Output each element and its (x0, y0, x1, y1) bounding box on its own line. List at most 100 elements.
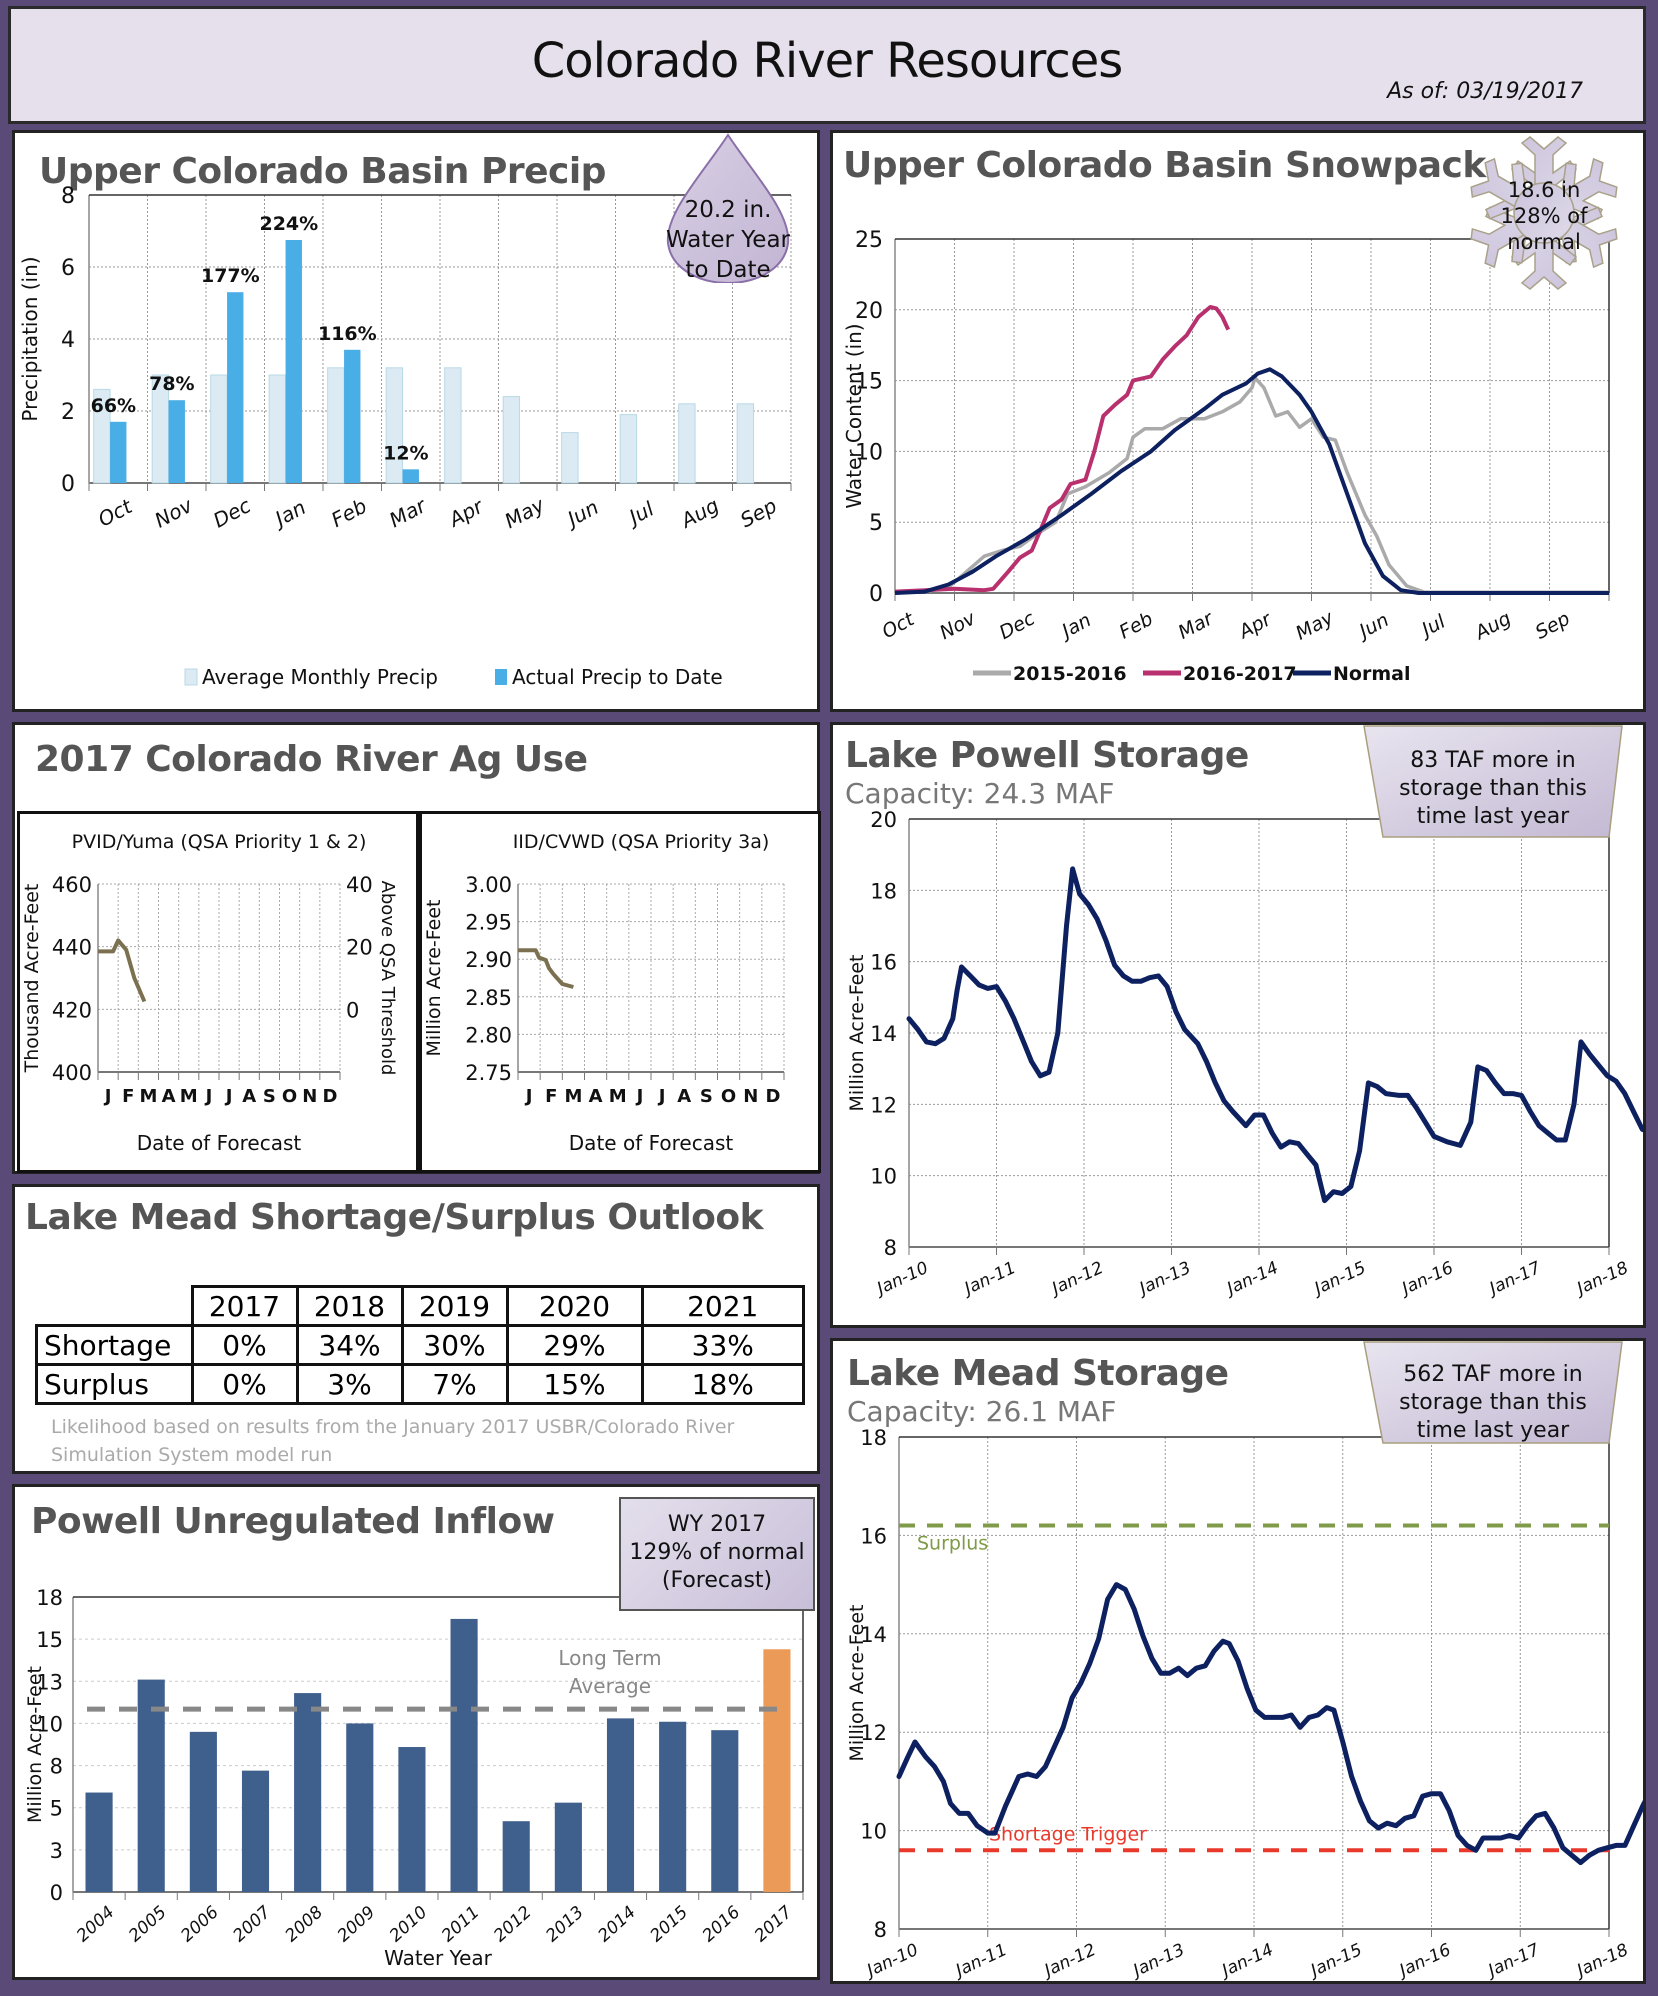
y-tick-label: 15 (855, 370, 883, 395)
data-label: 78% (149, 373, 194, 395)
y-tick-label: 8 (874, 1918, 887, 1942)
x-tick-label: M (180, 1086, 198, 1107)
ag-use-panel: 2017 Colorado River Ag Use PVID/Yuma (QS… (12, 722, 821, 1174)
y-tick-label: 3 (50, 1839, 63, 1863)
x-tick-label: M (609, 1086, 627, 1107)
powell-title: Lake Powell Storage (845, 735, 1249, 776)
bar-2015 (659, 1721, 687, 1892)
table-row: Surplus 0% 3% 7% 15% 18% (35, 1363, 805, 1405)
x-tick-label: Jan-10 (861, 1940, 921, 1981)
data-label: 116% (318, 323, 377, 345)
x-tick-label: Jan-13 (1128, 1940, 1188, 1981)
mead-chart: 8 10 12 14 16 18 Jan-10 Jan-11 Jan-12 Jan-13 Jan-1… (846, 1426, 1643, 1981)
bar-actual (227, 292, 244, 483)
x-tick-label: Feb (1116, 608, 1157, 644)
table-cell: 18% (640, 1363, 805, 1405)
series-line-2015-2016 (894, 376, 1609, 595)
x-tick-label: N (302, 1086, 317, 1107)
y-tick-label: 2.95 (465, 911, 512, 935)
bar-actual (110, 421, 127, 483)
x-tick-label: Mar (1175, 607, 1218, 644)
y-axis-title: Million Acre-Feet (423, 900, 445, 1057)
y-tick-label: 5 (869, 511, 883, 536)
table-cell: 0% (190, 1324, 299, 1366)
storage-line (896, 1582, 1643, 1866)
callout-line: storage than this (1399, 1390, 1587, 1415)
callout-line: 128% of (1500, 204, 1588, 228)
inflow-callout: WY 2017 129% of normal (Forecast) (619, 1497, 815, 1611)
iid-chart: IID/CVWD (QSA Priority 3a) 2.75 2.80 2.85 2.… (423, 831, 785, 1155)
x-tick-label: Jan-14 (1216, 1940, 1276, 1981)
y-axis-title: Million Acre-Feet (24, 1666, 46, 1823)
x-tick-label: S (263, 1086, 276, 1107)
callout-line: WY 2017 (667, 1512, 767, 1537)
table-row: Shortage 0% 34% 30% 29% 33% (35, 1324, 805, 1366)
x-tick-label: F (122, 1086, 134, 1107)
bar-average (210, 374, 228, 484)
mead-capacity: Capacity: 26.1 MAF (847, 1395, 1117, 1428)
bar-2007 (241, 1770, 270, 1892)
x-tick-label: A (589, 1086, 603, 1107)
x-axis-title: Date of Forecast (569, 1131, 734, 1155)
data-label: 177% (201, 265, 260, 287)
powell-chart: 8 10 12 14 16 18 20 Jan-10 Jan-11 Jan-12 Jan-13 Jan… (846, 808, 1643, 1300)
as-of-date: As of: 03/19/2017 (1387, 79, 1583, 104)
bar-average (444, 367, 462, 484)
snowpack-chart: 0 5 10 15 20 25 Oct Nov Dec Jan Feb Mar Apr May Jun Jul… (842, 228, 1610, 685)
data-label: 12% (383, 442, 428, 464)
table-cell: 34% (295, 1324, 404, 1366)
bar-average (268, 374, 287, 484)
precip-panel: Upper Colorado Basin Precip 0 2 4 6 8 66% Oct 7… (12, 130, 820, 712)
callout-shape (1363, 1341, 1623, 1444)
powell-panel: Lake Powell Storage Capacity: 24.3 MAF 8… (830, 722, 1646, 1328)
chart-title: IID/CVWD (QSA Priority 3a) (513, 831, 770, 853)
y-tick-label: 10 (36, 1712, 63, 1736)
outlook-table: 2017 2018 2019 2020 2021 Shortage 0% 34%… (35, 1285, 805, 1405)
y-tick-label: 420 (52, 998, 92, 1022)
y2-axis-title: Above QSA Threshold (377, 881, 398, 1076)
legend-label: Normal (1333, 663, 1410, 685)
table-cell: 3% (295, 1363, 404, 1405)
x-tick-label: Apr (1234, 608, 1276, 644)
y-axis-title: Water Content (in) (842, 323, 866, 508)
y-tick-label: 25 (855, 228, 883, 253)
row-label: Surplus (35, 1363, 194, 1405)
callout-line: 83 TAF more in (1410, 748, 1576, 773)
powell-callout: 83 TAF more in storage than this time la… (1373, 747, 1613, 831)
column-header: 2017 (190, 1285, 299, 1327)
y-tick-label: 8 (61, 184, 75, 209)
x-tick-label: Jan-17 (1483, 1940, 1543, 1981)
inflow-title: Powell Unregulated Inflow (31, 1501, 555, 1542)
y-tick-label: 2.85 (465, 986, 512, 1010)
x-tick-label: J (635, 1086, 644, 1107)
x-tick-label: Jan-11 (959, 1258, 1019, 1300)
x-tick-label: Jul (622, 496, 658, 531)
page-title: Colorado River Resources (531, 33, 1124, 89)
x-tick-label: Jan-14 (1221, 1258, 1281, 1300)
y-tick-label: 400 (52, 1061, 92, 1085)
x-tick-label: Apr (443, 493, 488, 532)
precip-title: Upper Colorado Basin Precip (39, 151, 606, 192)
legend-swatch (495, 669, 507, 685)
x-axis-title: Date of Forecast (137, 1131, 302, 1155)
callout-line: time last year (1416, 1418, 1570, 1443)
pvid-chart: PVID/Yuma (QSA Priority 1 & 2)4004204404… (21, 831, 398, 1155)
y-tick-label: 2.80 (465, 1023, 512, 1047)
x-tick-label: S (700, 1086, 713, 1107)
x-tick-label: Jan-11 (950, 1940, 1010, 1981)
reference-label: Long Term (558, 1646, 661, 1670)
ag-use-title: 2017 Colorado River Ag Use (35, 739, 588, 780)
powell-capacity: Capacity: 24.3 MAF (845, 777, 1115, 810)
y-tick-label: 15 (36, 1628, 63, 1652)
y-tick-label: 20 (870, 808, 897, 832)
y-tick-label: 10 (855, 440, 883, 465)
precip-chart: 0 2 4 6 8 66% Oct 78% Nov 177% Dec 224% Jan 116% Feb 12… (18, 184, 792, 689)
y-axis-title: Precipitation (in) (18, 256, 42, 421)
outlook-note: Likelihood based on results from the Jan… (51, 1416, 735, 1466)
callout-line: 18.6 in (1507, 178, 1581, 202)
x-tick-label: Jan-18 (1571, 1940, 1631, 1981)
bar-average (561, 432, 579, 484)
y-tick-label: 0 (869, 582, 883, 607)
column-header: 2019 (400, 1285, 509, 1327)
x-tick-label: 2008 (282, 1902, 328, 1946)
